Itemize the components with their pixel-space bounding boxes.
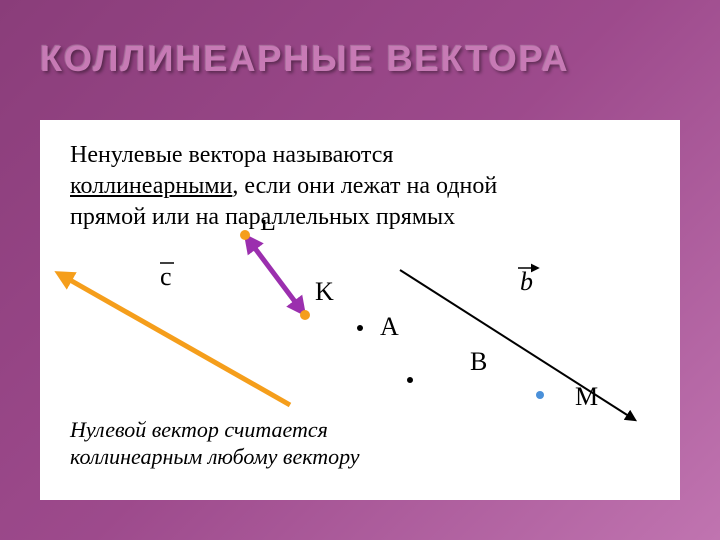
label-K: K — [315, 277, 334, 306]
content-box: Ненулевые вектора называются коллинеарны… — [40, 120, 680, 500]
point-K — [300, 310, 310, 320]
slide-title: КОЛЛИНЕАРНЫЕ ВЕКТОРА — [40, 38, 570, 80]
point-A — [357, 325, 363, 331]
footnote-line2: коллинеарным любому вектору — [70, 444, 360, 469]
footnote: Нулевой вектор считается коллинеарным лю… — [70, 417, 360, 470]
label-c: c — [160, 262, 172, 291]
label-B: B — [470, 347, 487, 376]
para-line1: Ненулевые вектора называются — [70, 142, 393, 168]
point-B — [407, 377, 413, 383]
label-M: M — [575, 382, 598, 411]
label-A: A — [380, 312, 399, 341]
vector-b — [400, 270, 635, 420]
footnote-line1: Нулевой вектор считается — [70, 417, 328, 442]
label-L: L — [260, 220, 276, 236]
point-M — [536, 391, 544, 399]
vector-c — [70, 280, 290, 405]
para-line2-rest: , если они лежат на одной — [232, 173, 497, 199]
point-L — [240, 230, 250, 240]
vector-LK — [245, 235, 305, 315]
para-keyword: коллинеарными — [70, 173, 232, 199]
label-b: b — [520, 267, 533, 296]
